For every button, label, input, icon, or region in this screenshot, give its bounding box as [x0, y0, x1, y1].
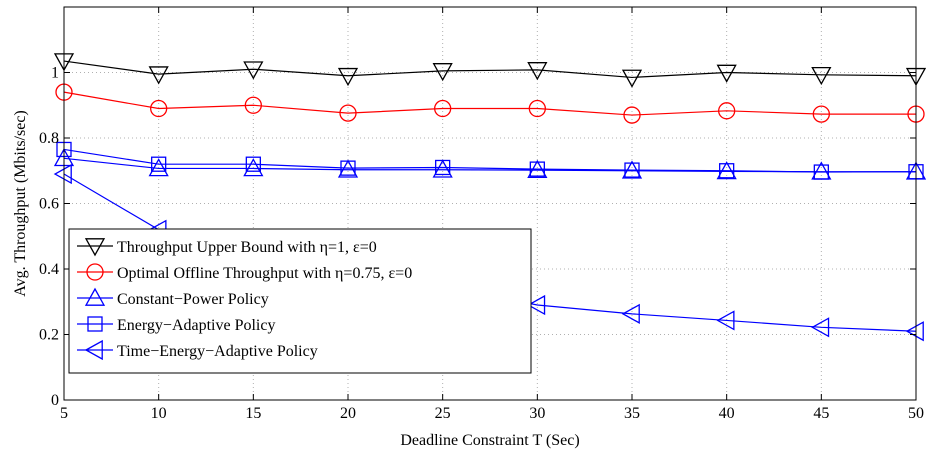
data-point: [810, 317, 830, 338]
data-point: [621, 69, 643, 88]
grid-lines: [64, 7, 916, 400]
legend-item: Time−Energy−Adaptive Policy: [77, 339, 318, 361]
series-line: [63, 60, 917, 79]
legend-marker: [86, 263, 104, 281]
data-point: [719, 163, 735, 179]
data-point: [244, 96, 262, 114]
legend-box: [68, 228, 532, 374]
data-point: [905, 321, 924, 342]
x-tick-label: 35: [624, 405, 640, 422]
data-point: [624, 162, 640, 178]
legend-label: Throughput Upper Bound with η=1, ε=0: [117, 239, 377, 256]
y-tick-label: 0.8: [39, 130, 59, 147]
legend-label: Optimal Offline Throughput with η=0.75, …: [117, 265, 412, 282]
data-point: [529, 161, 545, 177]
legend-marker: [84, 238, 106, 257]
x-tick-label: 20: [340, 405, 356, 422]
legend-item: Optimal Offline Throughput with η=0.75, …: [77, 263, 412, 282]
series-line: [63, 91, 916, 116]
data-point: [151, 156, 167, 172]
data-point: [526, 294, 546, 316]
y-axis-label: Avg. Throughput (Mbits/sec): [12, 110, 29, 297]
series-1: [53, 53, 926, 88]
data-point: [432, 159, 453, 178]
data-point: [337, 159, 359, 178]
data-point: [813, 164, 829, 180]
x-tick-label: 15: [245, 405, 261, 422]
data-point: [812, 105, 830, 123]
data-point: [148, 158, 169, 177]
data-point: [150, 99, 168, 118]
series-line: [63, 148, 917, 173]
data-point: [811, 66, 832, 86]
legend-marker: [84, 287, 106, 306]
x-tick-label: 10: [151, 405, 167, 422]
data-point: [432, 63, 453, 82]
series-4: [56, 141, 924, 180]
data-point: [245, 156, 261, 172]
x-tick-label: 40: [719, 405, 735, 422]
data-point: [53, 163, 72, 185]
y-tick-label: 0.2: [39, 327, 59, 344]
series-2: [55, 83, 925, 124]
x-axis-label: Deadline Constraint T (Sec): [400, 432, 579, 449]
data-point: [148, 66, 169, 85]
x-tick-label: 25: [435, 405, 451, 422]
y-tick-label: 0.6: [39, 196, 59, 213]
data-point: [623, 106, 641, 124]
data-point: [340, 160, 356, 176]
data-point: [435, 159, 451, 176]
data-point: [243, 158, 264, 177]
y-tick-label: 1: [51, 65, 59, 82]
x-tick-label: 5: [60, 405, 68, 422]
x-tick-label: 45: [813, 405, 829, 422]
legend-marker: [84, 339, 103, 361]
data-point: [243, 61, 264, 80]
data-point: [621, 303, 640, 324]
y-tick-label: 0: [51, 392, 59, 409]
data-point: [716, 310, 735, 331]
series-line: [63, 157, 916, 173]
legend-label: Time−Energy−Adaptive Policy: [117, 343, 318, 360]
legend: Throughput Upper Bound with η=1, ε=0 Opti…: [68, 228, 532, 374]
data-point: [528, 99, 546, 118]
legend-label: Energy−Adaptive Policy: [117, 317, 275, 334]
axis-ticks: 5 10 15 20 25 30 35 40 45 50 0 0.2 0.4 0.6 0.8 1: [39, 7, 924, 422]
x-tick-label: 50: [908, 405, 924, 422]
y-tick-label: 0.4: [39, 261, 59, 278]
legend-marker: [87, 316, 103, 332]
data-point: [718, 102, 736, 120]
data-point: [716, 64, 737, 83]
data-point: [337, 67, 359, 87]
data-point: [339, 104, 357, 122]
legend-item: Energy−Adaptive Policy: [77, 316, 275, 334]
legend-item: Throughput Upper Bound with η=1, ε=0: [77, 238, 377, 257]
legend-item: Constant−Power Policy: [77, 287, 269, 308]
data-point: [434, 99, 452, 118]
data-point: [527, 62, 548, 81]
legend-label: Constant−Power Policy: [117, 291, 269, 308]
x-tick-label: 30: [529, 405, 545, 422]
